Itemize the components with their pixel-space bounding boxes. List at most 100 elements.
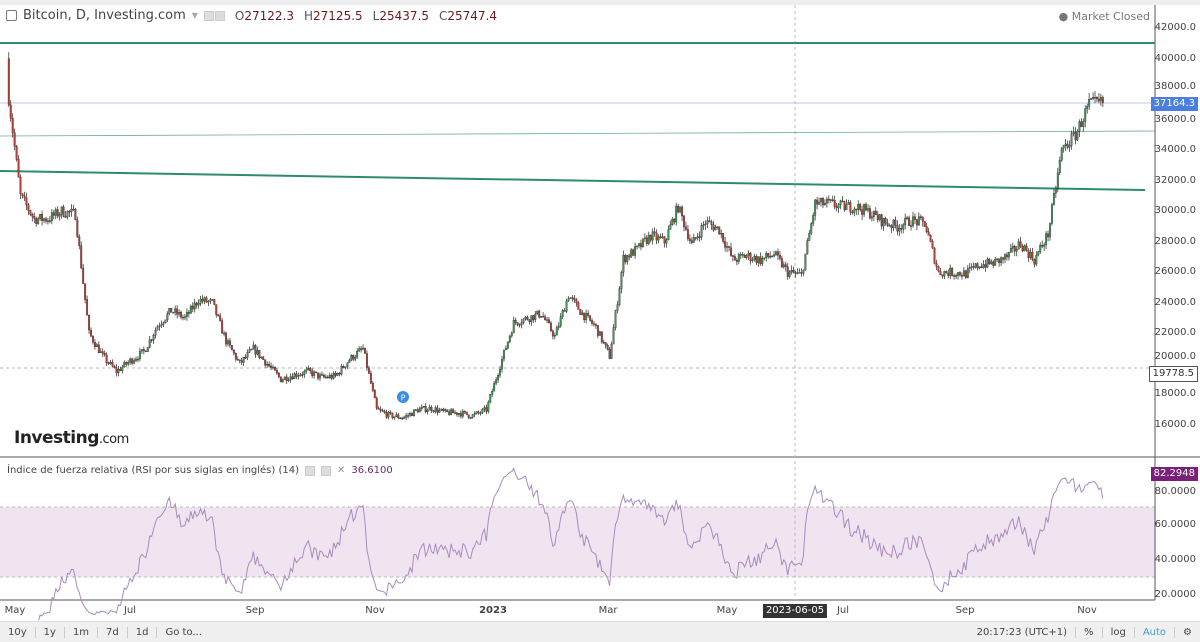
candle-body: [643, 237, 646, 239]
candle-body: [782, 264, 785, 268]
goto-button[interactable]: Go to...: [165, 626, 202, 638]
chart-canvas[interactable]: P: [0, 0, 1200, 620]
candle-body: [260, 356, 263, 359]
candle-body: [959, 272, 961, 276]
settings-gear-icon[interactable]: ⚙: [1183, 626, 1192, 638]
candle-body: [984, 264, 987, 268]
dropdown-icon[interactable]: ▼: [191, 11, 198, 20]
candle-body: [146, 347, 149, 352]
candle-body: [375, 397, 378, 409]
candle-body: [557, 325, 560, 328]
candle-body: [1094, 96, 1096, 99]
candle-body: [336, 373, 339, 376]
candle-body: [162, 322, 165, 325]
candle-body: [348, 359, 351, 363]
candle-body: [70, 208, 73, 213]
candle-body: [976, 263, 979, 269]
candle-body: [706, 220, 709, 225]
candle-body: [708, 220, 711, 223]
auto-toggle[interactable]: Auto: [1135, 626, 1176, 638]
event-marker-icon: [397, 391, 409, 403]
candle-body: [827, 198, 830, 201]
rsi-close-icon[interactable]: ✕: [337, 465, 346, 476]
candle-body: [536, 310, 539, 315]
log-toggle[interactable]: log: [1103, 626, 1135, 638]
rsi-settings-icon[interactable]: [305, 465, 316, 476]
candle-body: [925, 226, 928, 232]
candle-body: [477, 411, 480, 414]
candle-body: [295, 373, 298, 377]
candle-body: [818, 201, 821, 205]
candle-body: [479, 412, 482, 415]
candle-body: [841, 200, 844, 203]
candle-body: [342, 365, 345, 368]
candle-body: [422, 405, 425, 408]
candle-body: [829, 199, 832, 201]
candle-body: [867, 208, 869, 211]
candle-body: [632, 249, 635, 256]
candle-body: [481, 409, 484, 414]
candle-body: [13, 132, 16, 147]
candle-body: [798, 272, 801, 274]
collapse-icon[interactable]: [6, 10, 17, 21]
range-1m[interactable]: 1m: [65, 626, 99, 638]
candle-body: [579, 309, 582, 315]
candle-body: [463, 411, 466, 413]
candle-body: [432, 410, 435, 412]
candle-body: [884, 218, 887, 224]
close-label: C: [438, 8, 448, 23]
candle-body: [211, 299, 214, 301]
candle-body: [765, 253, 768, 258]
candle-body: [324, 376, 327, 379]
range-1d[interactable]: 1d: [128, 626, 158, 638]
candle-body: [219, 315, 222, 321]
candle-body: [232, 349, 235, 354]
candle-body: [878, 214, 881, 220]
logo-suffix: .com: [98, 432, 129, 447]
candle-body: [223, 332, 226, 335]
candle-body: [148, 339, 151, 348]
candle-body: [714, 226, 717, 231]
range-7d[interactable]: 7d: [98, 626, 128, 638]
candle-body: [444, 409, 447, 412]
candle-body: [702, 224, 705, 226]
candle-body: [373, 389, 376, 399]
candle-body: [733, 256, 736, 261]
candle-body: [1007, 252, 1010, 258]
range-1y[interactable]: 1y: [36, 626, 65, 638]
candle-body: [722, 233, 725, 242]
candle-body: [712, 224, 715, 231]
rsi-gear-icon[interactable]: [321, 465, 332, 476]
candle-body: [622, 255, 625, 273]
candle-body: [583, 312, 586, 321]
candle-body: [910, 225, 912, 227]
candle-body: [949, 267, 952, 276]
candle-body: [749, 252, 752, 261]
candle-body: [450, 409, 453, 415]
candle-body: [266, 364, 269, 366]
candle-body: [837, 204, 840, 209]
rsi-header: Índice de fuerza relativa (RSI por sus s…: [7, 465, 393, 476]
candle-body: [418, 408, 421, 413]
candle-body: [33, 216, 36, 219]
settings-icon[interactable]: [203, 10, 214, 21]
symbol-title[interactable]: Bitcoin, D, Investing.com: [23, 8, 186, 23]
candle-body: [540, 316, 543, 318]
candle-body: [810, 223, 813, 234]
candle-body: [872, 210, 875, 218]
candle-body: [362, 347, 364, 350]
candle-body: [1039, 245, 1042, 252]
gear-icon[interactable]: [214, 10, 225, 21]
candle-body: [142, 349, 145, 352]
candle-body: [1056, 172, 1059, 189]
candle-body: [250, 348, 253, 351]
candle-body: [616, 304, 619, 311]
range-10y[interactable]: 10y: [0, 626, 36, 638]
candle-body: [1070, 133, 1073, 146]
percent-toggle[interactable]: %: [1076, 626, 1103, 638]
candle-body: [246, 352, 249, 358]
candle-body: [379, 409, 382, 411]
time-tick: Jul: [123, 605, 137, 616]
candle-body: [831, 199, 834, 201]
crosshair-price-tag: 19778.5: [1148, 366, 1198, 382]
